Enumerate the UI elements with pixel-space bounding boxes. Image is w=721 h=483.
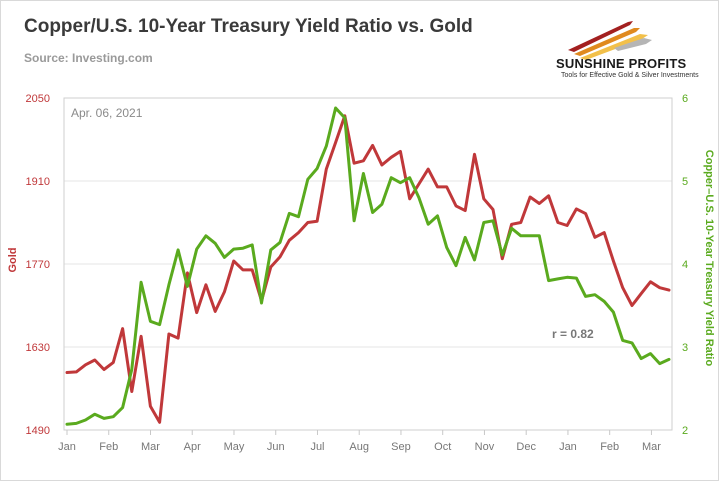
logo-swoosh-yellow <box>580 34 648 60</box>
left-axis-ticks: 1490 1630 1770 1910 2050 <box>26 93 50 437</box>
plot-area <box>63 97 673 431</box>
x-tick-label: Jun <box>267 441 285 453</box>
x-tick-label: Feb <box>600 441 619 453</box>
logo-swoosh-grey <box>614 38 652 51</box>
left-tick-label: 1770 <box>26 259 50 271</box>
x-tick-label: Aug <box>349 441 369 453</box>
x-tick-label: Apr <box>184 441 201 453</box>
correlation-annotation: r = 0.82 <box>552 327 594 341</box>
x-tick-label: Sep <box>391 441 411 453</box>
right-tick-label: 5 <box>682 176 688 188</box>
x-tick-label: Mar <box>642 441 661 453</box>
left-tick-label: 2050 <box>26 93 50 105</box>
x-tick-label: Dec <box>516 441 536 453</box>
x-tick-label: Jan <box>559 441 577 453</box>
chart-title: Copper/U.S. 10-Year Treasury Yield Ratio… <box>24 16 473 37</box>
left-tick-label: 1490 <box>26 425 50 437</box>
chart-source: Source: Investing.com <box>24 51 153 65</box>
logo-swoosh-orange <box>574 28 640 56</box>
copper-yield-ratio-series-line <box>65 106 671 426</box>
x-tick-label: Nov <box>475 441 495 453</box>
grid-lines <box>64 97 672 431</box>
right-axis-ticks: 2 3 4 5 6 <box>682 93 688 437</box>
x-tick-label: Jul <box>310 441 324 453</box>
date-label: Apr. 06, 2021 <box>71 106 143 120</box>
brand-tagline: Tools for Effective Gold & Silver Invest… <box>561 72 699 79</box>
series-lines <box>65 106 671 426</box>
left-axis-label: Gold <box>7 247 19 272</box>
left-tick-label: 1630 <box>26 342 50 354</box>
x-axis-ticks: Jan Feb Mar Apr May Jun Jul Aug Sep Oct Nov Dec Jan F… <box>58 430 661 453</box>
x-tick-label: Jan <box>58 441 76 453</box>
right-tick-label: 3 <box>682 342 688 354</box>
left-tick-label: 1910 <box>26 176 50 188</box>
sunshine-profits-logo-icon <box>568 21 652 60</box>
brand-name: SUNSHINE PROFITS <box>556 56 687 71</box>
right-axis-label: Copper–U.S. 10-Year Treasury Yield Ratio <box>703 150 715 367</box>
right-tick-label: 6 <box>682 93 688 105</box>
right-tick-label: 4 <box>682 259 688 271</box>
x-tick-label: Oct <box>434 441 451 453</box>
logo-swoosh-red <box>568 21 633 52</box>
gold-series-line <box>65 114 671 424</box>
x-tick-label: May <box>224 441 245 453</box>
x-tick-label: Mar <box>141 441 160 453</box>
x-tick-label: Feb <box>99 441 118 453</box>
right-tick-label: 2 <box>682 425 688 437</box>
